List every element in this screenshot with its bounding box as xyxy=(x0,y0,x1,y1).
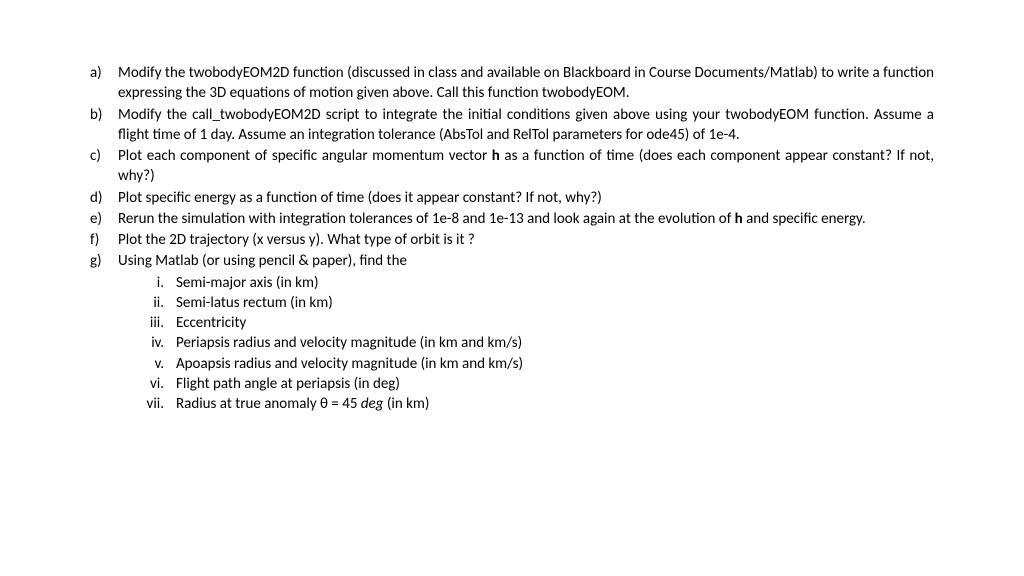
sublist-marker: vi. xyxy=(140,374,168,394)
sublist-marker: vii. xyxy=(140,394,168,414)
sublist-marker: i. xyxy=(140,273,168,293)
sublist-content: Semi-major axis (in km) xyxy=(168,273,934,293)
bold-text: h xyxy=(492,147,500,165)
sublist-item-v: v. Apoapsis radius and velocity magnitud… xyxy=(140,354,934,374)
list-item-g: g) Using Matlab (or using pencil & paper… xyxy=(90,251,934,271)
sublist-item-iii: iii. Eccentricity xyxy=(140,313,934,333)
list-marker: f) xyxy=(90,230,118,250)
text-part: (in km) xyxy=(383,395,429,413)
list-content: Plot the 2D trajectory (x versus y). Wha… xyxy=(118,230,934,250)
sublist-item-iv: iv. Periapsis radius and velocity magnit… xyxy=(140,333,934,353)
math-text: θ = 45 xyxy=(320,395,361,413)
sublist-marker: v. xyxy=(140,354,168,374)
list-content: Rerun the simulation with integration to… xyxy=(118,209,934,229)
sublist-marker: iii. xyxy=(140,313,168,333)
sublist-item-vii: vii. Radius at true anomaly θ = 45 deg (… xyxy=(140,394,934,414)
sublist-content: Semi-latus rectum (in km) xyxy=(168,293,934,313)
list-content: Modify the call_twobodyEOM2D script to i… xyxy=(118,105,934,146)
sublist-item-vi: vi. Flight path angle at periapsis (in d… xyxy=(140,374,934,394)
list-marker: b) xyxy=(90,105,118,146)
text-part: Modify the twobodyEOM2D function (discus… xyxy=(118,64,934,102)
list-item-a: a) Modify the twobodyEOM2D function (dis… xyxy=(90,63,934,104)
italic-text: deg xyxy=(361,395,384,413)
text-part: and specific energy. xyxy=(743,210,866,228)
sublist-content: Eccentricity xyxy=(168,313,934,333)
list-item-f: f) Plot the 2D trajectory (x versus y). … xyxy=(90,230,934,250)
sublist-item-i: i. Semi-major axis (in km) xyxy=(140,273,934,293)
list-content: Modify the twobodyEOM2D function (discus… xyxy=(118,63,934,104)
text-part: Radius at true anomaly xyxy=(176,395,320,413)
sublist-marker: iv. xyxy=(140,333,168,353)
ordered-list: a) Modify the twobodyEOM2D function (dis… xyxy=(90,63,934,414)
list-content: Plot each component of specific angular … xyxy=(118,146,934,187)
sub-ordered-list: i. Semi-major axis (in km) ii. Semi-latu… xyxy=(90,273,934,415)
text-part: twobodyEOM. xyxy=(542,84,630,102)
list-marker: d) xyxy=(90,188,118,208)
list-content: Plot specific energy as a function of ti… xyxy=(118,188,934,208)
bold-text: h xyxy=(735,210,743,228)
text-part: Plot each component of specific angular … xyxy=(118,147,492,165)
sublist-content: Radius at true anomaly θ = 45 deg (in km… xyxy=(168,394,934,414)
list-item-e: e) Rerun the simulation with integration… xyxy=(90,209,934,229)
sublist-item-ii: ii. Semi-latus rectum (in km) xyxy=(140,293,934,313)
sublist-marker: ii. xyxy=(140,293,168,313)
list-item-b: b) Modify the call_twobodyEOM2D script t… xyxy=(90,105,934,146)
list-item-d: d) Plot specific energy as a function of… xyxy=(90,188,934,208)
list-marker: e) xyxy=(90,209,118,229)
list-marker: g) xyxy=(90,251,118,271)
list-item-c: c) Plot each component of specific angul… xyxy=(90,146,934,187)
sublist-content: Flight path angle at periapsis (in deg) xyxy=(168,374,934,394)
list-marker: c) xyxy=(90,146,118,187)
text-part: Rerun the simulation with integration to… xyxy=(118,210,735,228)
sublist-content: Apoapsis radius and velocity magnitude (… xyxy=(168,354,934,374)
list-content: Using Matlab (or using pencil & paper), … xyxy=(118,251,934,271)
list-marker: a) xyxy=(90,63,118,104)
sublist-content: Periapsis radius and velocity magnitude … xyxy=(168,333,934,353)
